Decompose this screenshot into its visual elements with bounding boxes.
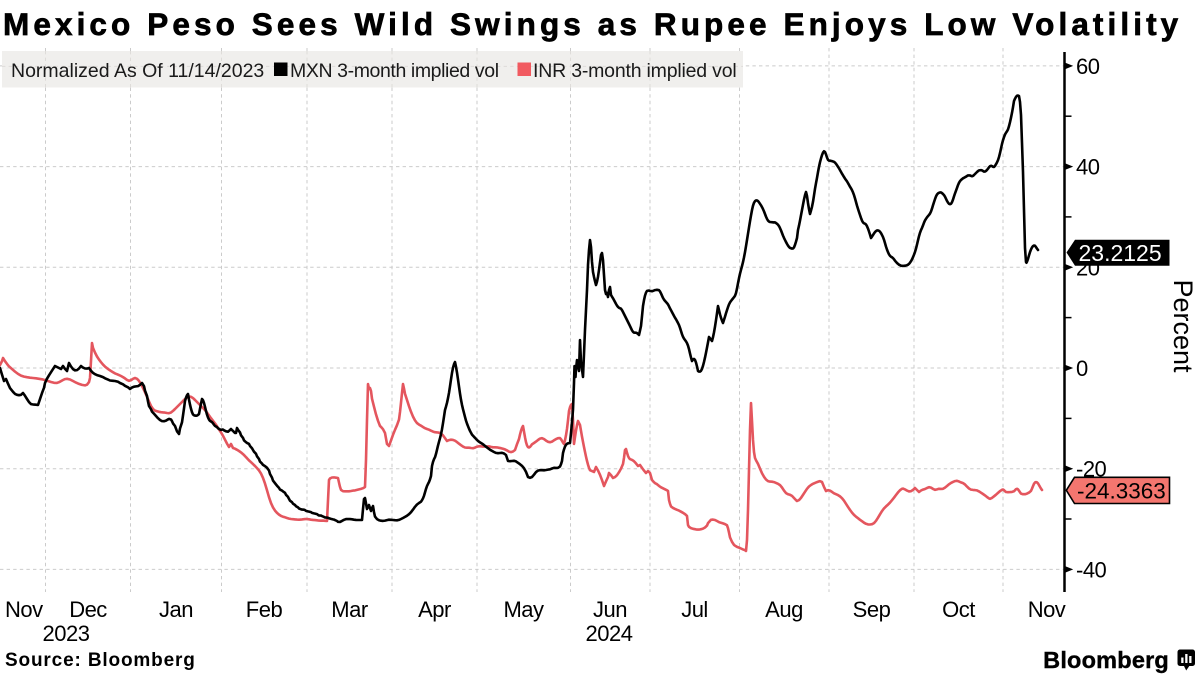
svg-text:-40: -40 xyxy=(1076,557,1107,582)
svg-text:Percent: Percent xyxy=(1168,279,1198,373)
svg-text:May: May xyxy=(503,597,544,622)
svg-text:Jul: Jul xyxy=(681,597,708,622)
svg-text:MXN 3-month implied vol: MXN 3-month implied vol xyxy=(290,60,499,82)
svg-text:Jan: Jan xyxy=(159,597,193,622)
svg-text:Nov: Nov xyxy=(5,597,43,622)
svg-text:Nov: Nov xyxy=(1028,597,1066,622)
svg-text:Normalized As Of 11/14/2023: Normalized As Of 11/14/2023 xyxy=(11,60,264,82)
svg-text:0: 0 xyxy=(1076,356,1088,381)
svg-text:Apr: Apr xyxy=(418,597,451,622)
svg-text:Source: Bloomberg: Source: Bloomberg xyxy=(5,650,196,671)
svg-text:40: 40 xyxy=(1076,155,1100,180)
svg-text:2024: 2024 xyxy=(586,621,633,646)
svg-text:Dec: Dec xyxy=(69,597,107,622)
svg-text:Mar: Mar xyxy=(331,597,368,622)
svg-text:-24.3363: -24.3363 xyxy=(1077,479,1166,504)
svg-text:Aug: Aug xyxy=(765,597,803,622)
svg-text:2023: 2023 xyxy=(43,621,90,646)
svg-text:Feb: Feb xyxy=(246,597,283,622)
svg-text:Bloomberg: Bloomberg xyxy=(1043,647,1169,673)
svg-text:INR 3-month implied vol: INR 3-month implied vol xyxy=(533,60,736,82)
svg-text:Oct: Oct xyxy=(942,597,975,622)
svg-text:60: 60 xyxy=(1076,54,1100,79)
svg-text:Mexico Peso Sees Wild Swings a: Mexico Peso Sees Wild Swings as Rupee En… xyxy=(3,6,1182,42)
svg-text:23.2125: 23.2125 xyxy=(1079,240,1162,266)
svg-text:Sep: Sep xyxy=(853,597,891,622)
svg-text:Jun: Jun xyxy=(593,597,627,622)
